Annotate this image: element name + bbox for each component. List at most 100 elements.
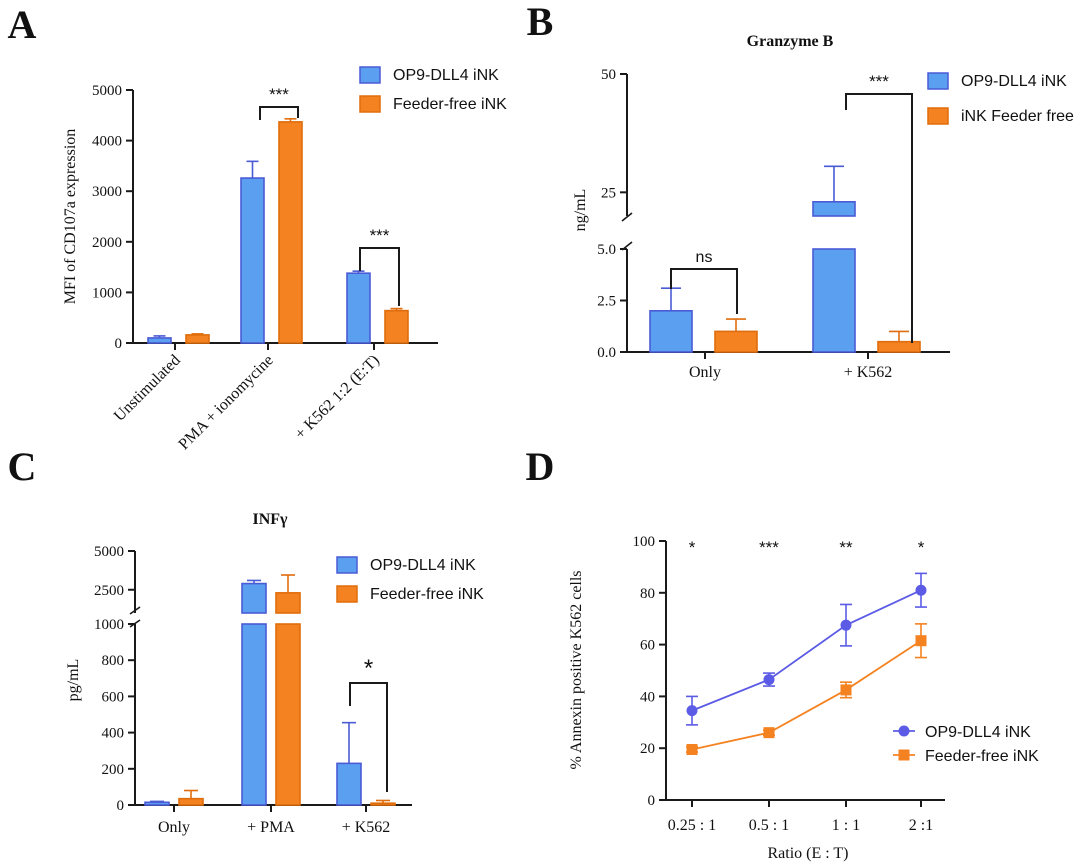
bar-lower-segment bbox=[275, 623, 301, 806]
sig-c1-label: * bbox=[364, 655, 373, 682]
panel-label-b: B bbox=[527, 0, 554, 44]
x-tick-label: + PMA bbox=[247, 819, 295, 836]
data-point-op9 bbox=[686, 705, 698, 717]
bar-lower-segment bbox=[241, 623, 267, 806]
y-tick-label: 60 bbox=[640, 638, 655, 654]
y-tick-label: 40 bbox=[640, 689, 655, 705]
y-tick-label: 5000 bbox=[92, 83, 122, 99]
legend-d-ff-label: Feeder-free iNK bbox=[925, 748, 1039, 765]
significance-label: * bbox=[689, 538, 696, 557]
chart-title: INFγ bbox=[252, 511, 288, 528]
sig-a1-label: *** bbox=[269, 85, 289, 104]
data-point-op9 bbox=[915, 584, 927, 596]
y-axis-label: MFI of CD107a expression bbox=[62, 129, 79, 305]
panel-d-chart: 0 20 40 60 80 100 % Annexin positive K562 cell… bbox=[568, 534, 1039, 862]
sig-a1-bracket bbox=[259, 106, 299, 120]
y-tick-label: 3000 bbox=[92, 184, 122, 200]
significance-label: * bbox=[918, 538, 925, 557]
y-tick-label: 800 bbox=[102, 653, 125, 669]
data-point-op9 bbox=[763, 674, 775, 686]
panel-label-d: D bbox=[526, 444, 555, 489]
data-point-op9 bbox=[840, 619, 852, 631]
legend-a-ff-label: Feeder-free iNK bbox=[393, 96, 507, 113]
y-tick-label: 50 bbox=[601, 67, 616, 83]
x-tick-label: + K562 1:2 (E:T) bbox=[292, 352, 383, 443]
bar-ff-1 bbox=[877, 340, 921, 353]
y-tick-label: 0 bbox=[648, 793, 656, 809]
sig-a2-bracket bbox=[359, 247, 400, 306]
bar-ff-1 bbox=[278, 121, 303, 344]
sig-b1-label: ns bbox=[696, 249, 713, 266]
bar-upper-segment bbox=[241, 582, 267, 614]
sig-b1-bracket bbox=[670, 268, 738, 314]
y-tick-label: 100 bbox=[633, 534, 656, 550]
y-tick-label: 1000 bbox=[92, 285, 122, 301]
legend-a-op9-swatch bbox=[359, 66, 381, 84]
axis-break-mark bbox=[621, 212, 633, 222]
y-tick-label: 0.0 bbox=[597, 345, 616, 361]
axis-break-mark bbox=[129, 606, 141, 615]
bar-upper-segment bbox=[275, 592, 301, 614]
series-line-op9 bbox=[691, 589, 922, 712]
y-tick-label: 0 bbox=[115, 336, 123, 352]
significance-label: ** bbox=[839, 538, 853, 557]
bar-op9-0 bbox=[649, 309, 693, 353]
x-tick-label: 1 : 1 bbox=[832, 817, 860, 834]
sig-b2-bracket bbox=[845, 93, 913, 343]
bar-op9-2 bbox=[346, 272, 371, 344]
y-tick-label: 4000 bbox=[92, 134, 122, 150]
bar-ff-0 bbox=[185, 334, 210, 344]
legend-c-ff-swatch bbox=[336, 585, 358, 603]
data-point-ff bbox=[840, 684, 852, 696]
legend-d-op9-marker bbox=[898, 725, 910, 737]
bar-op9-1 bbox=[240, 177, 265, 344]
legend-b-op9-swatch bbox=[927, 72, 949, 90]
x-tick-label: + K562 bbox=[844, 364, 893, 381]
panel-label-a: A bbox=[8, 2, 37, 47]
bar-ff-2 bbox=[370, 802, 396, 806]
y-tick-label: 20 bbox=[640, 741, 655, 757]
legend-b-op9-label: OP9-DLL4 iNK bbox=[961, 73, 1067, 90]
data-point-ff bbox=[763, 727, 775, 739]
bar-lower-segment bbox=[812, 248, 856, 353]
y-tick-label: 5000 bbox=[94, 544, 124, 560]
y-axis-label: % Annexin positive K562 cells bbox=[568, 570, 585, 769]
significance-label: *** bbox=[759, 538, 779, 557]
y-tick-label: 0 bbox=[117, 798, 125, 814]
bar-op9-0 bbox=[147, 337, 172, 344]
y-axis-label: ng/mL bbox=[572, 189, 589, 232]
bar-op9-0 bbox=[144, 801, 170, 806]
panel-a-chart: 0 1000 2000 3000 4000 5000 MFI of CD107a expre… bbox=[62, 66, 507, 453]
y-axis-label: pg/mL bbox=[65, 659, 82, 702]
bar-ff-0 bbox=[714, 330, 758, 353]
x-tick-label: PMA + ionomycine bbox=[175, 352, 276, 453]
sig-c1-bracket bbox=[349, 682, 388, 792]
y-tick-label: 25 bbox=[601, 185, 616, 201]
series-line-ff bbox=[691, 639, 922, 751]
sig-a2-label: *** bbox=[370, 226, 390, 245]
bar-op9-2 bbox=[336, 762, 362, 806]
x-tick-label: Only bbox=[158, 819, 190, 836]
y-tick-label: 5.0 bbox=[597, 242, 616, 258]
y-tick-label: 1000 bbox=[94, 617, 124, 633]
y-tick-label: 400 bbox=[102, 726, 125, 742]
y-tick-label: 2.5 bbox=[597, 294, 616, 310]
x-tick-label: 0.25 : 1 bbox=[668, 817, 716, 834]
legend-b-ff-swatch bbox=[927, 107, 949, 125]
panel-label-c: C bbox=[8, 444, 37, 489]
data-point-ff bbox=[686, 743, 698, 755]
sig-b2-label: *** bbox=[869, 72, 889, 91]
y-tick-label: 200 bbox=[102, 762, 125, 778]
legend-a-ff-swatch bbox=[359, 95, 381, 113]
x-tick-label: 0.5 : 1 bbox=[749, 817, 789, 834]
data-point-ff bbox=[915, 635, 927, 647]
panel-c-chart: INFγ 0 200 400 600 800 1000 2500 5000 pg/mL Only + … bbox=[65, 511, 484, 836]
x-axis-label: Ratio (E : T) bbox=[767, 845, 848, 862]
y-tick-label: 2500 bbox=[94, 583, 124, 599]
x-tick-label: Unstimulated bbox=[111, 352, 184, 425]
legend-d-ff-marker bbox=[898, 749, 910, 761]
legend-c-op9-label: OP9-DLL4 iNK bbox=[370, 557, 476, 574]
legend-b-ff-label: iNK Feeder free bbox=[961, 108, 1074, 125]
y-tick-label: 80 bbox=[640, 586, 655, 602]
